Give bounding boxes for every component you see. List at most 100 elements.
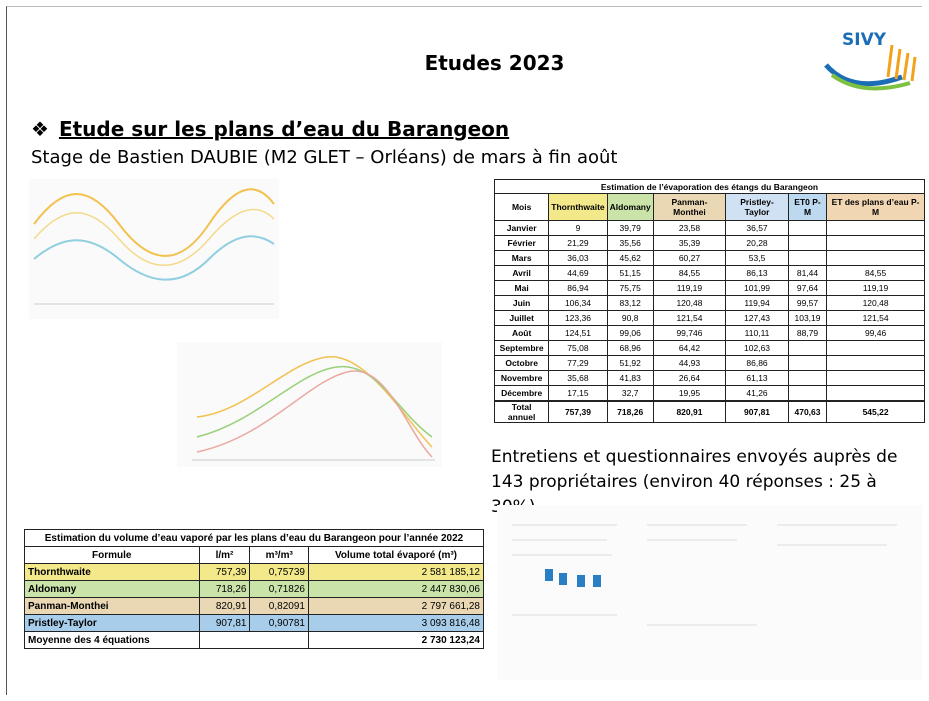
table-cell: 83,12 — [607, 296, 653, 311]
logo-text: SIVY — [842, 30, 887, 50]
table-cell: 41,83 — [607, 371, 653, 386]
table-cell: 26,64 — [653, 371, 725, 386]
empty-cell — [788, 371, 826, 386]
column-header: l/m² — [199, 547, 250, 564]
table-row: Estimation de l’évaporation des étangs d… — [495, 180, 925, 194]
table-cell: 32,7 — [607, 386, 653, 402]
table-cell: 123,36 — [549, 311, 607, 326]
empty-cell — [827, 371, 925, 386]
table-cell: Pristley-Taylor — [25, 615, 200, 632]
table-cell: Décembre — [495, 386, 549, 402]
empty-cell — [788, 356, 826, 371]
table-cell: Total annuel — [495, 401, 549, 423]
table-cell: 35,56 — [607, 236, 653, 251]
table-cell: Août — [495, 326, 549, 341]
column-header: Thornthwaite — [549, 194, 607, 221]
table-cell: 39,79 — [607, 221, 653, 236]
table-cell: 35,39 — [653, 236, 725, 251]
slide: Etudes 2023 SIVY ❖Etude sur les plans d’… — [6, 6, 922, 695]
empty-cell — [199, 632, 308, 649]
table-cell: 127,43 — [726, 311, 789, 326]
table-cell: Panman-Monthei — [25, 598, 200, 615]
table-cell: 0,71826 — [250, 581, 309, 598]
empty-cell — [788, 386, 826, 402]
table-cell: Avril — [495, 266, 549, 281]
empty-cell — [827, 221, 925, 236]
table-cell: 77,29 — [549, 356, 607, 371]
table-cell: 61,13 — [726, 371, 789, 386]
table-cell: 2 797 661,28 — [308, 598, 483, 615]
bullet: ❖ — [31, 117, 49, 141]
table-cell: 81,44 — [788, 266, 826, 281]
column-header: Volume total évaporé (m³) — [308, 547, 483, 564]
table-cell: 99,46 — [827, 326, 925, 341]
table-cell: 41,26 — [726, 386, 789, 402]
chart-thumbnail — [177, 342, 442, 467]
table-cell: 68,96 — [607, 341, 653, 356]
table-cell: 51,15 — [607, 266, 653, 281]
table-cell: 97,64 — [788, 281, 826, 296]
table-cell: 121,54 — [827, 311, 925, 326]
table-cell: 3 093 816,48 — [308, 615, 483, 632]
table-cell: Thornthwaite — [25, 564, 200, 581]
table-cell: 36,57 — [726, 221, 789, 236]
table-cell: 86,86 — [726, 356, 789, 371]
table-cell: 20,28 — [726, 236, 789, 251]
table-cell: 907,81 — [726, 401, 789, 423]
column-header: m³/m³ — [250, 547, 309, 564]
table-cell: 120,48 — [653, 296, 725, 311]
column-header: Aldomany — [607, 194, 653, 221]
table-cell: 0,75739 — [250, 564, 309, 581]
table-cell: 0,90781 — [250, 615, 309, 632]
table-cell: 470,63 — [788, 401, 826, 423]
table-cell: Aldomany — [25, 581, 200, 598]
table-cell: Mars — [495, 251, 549, 266]
table-cell: Janvier — [495, 221, 549, 236]
table-cell: 90,8 — [607, 311, 653, 326]
table-title: Estimation du volume d’eau vaporé par le… — [25, 530, 484, 547]
table-cell: 121,54 — [653, 311, 725, 326]
table-cell: 75,08 — [549, 341, 607, 356]
evaporation-table: Estimation de l’évaporation des étangs d… — [494, 179, 925, 423]
table-cell: 99,06 — [607, 326, 653, 341]
table-cell: 102,63 — [726, 341, 789, 356]
table-cell: 907,81 — [199, 615, 250, 632]
table-cell: 84,55 — [653, 266, 725, 281]
table-cell: 45,62 — [607, 251, 653, 266]
table-cell: 718,26 — [199, 581, 250, 598]
table-cell: 106,34 — [549, 296, 607, 311]
table-cell: 17,15 — [549, 386, 607, 402]
column-header: Formule — [25, 547, 200, 564]
table-cell: 718,26 — [607, 401, 653, 423]
table-cell: 119,94 — [726, 296, 789, 311]
table-cell: 110,11 — [726, 326, 789, 341]
table-cell: 23,58 — [653, 221, 725, 236]
table-cell: 101,99 — [726, 281, 789, 296]
table-cell: 21,29 — [549, 236, 607, 251]
table-cell: 84,55 — [827, 266, 925, 281]
empty-cell — [827, 251, 925, 266]
table-cell: Mai — [495, 281, 549, 296]
column-header: Pristley-Taylor — [726, 194, 789, 221]
empty-cell — [788, 251, 826, 266]
table-cell: 51,92 — [607, 356, 653, 371]
table-cell: Février — [495, 236, 549, 251]
table-cell: 53,5 — [726, 251, 789, 266]
empty-cell — [788, 236, 826, 251]
chart-thumbnail — [29, 179, 279, 319]
table-cell: 99,746 — [653, 326, 725, 341]
empty-cell — [827, 386, 925, 402]
empty-cell — [788, 221, 826, 236]
